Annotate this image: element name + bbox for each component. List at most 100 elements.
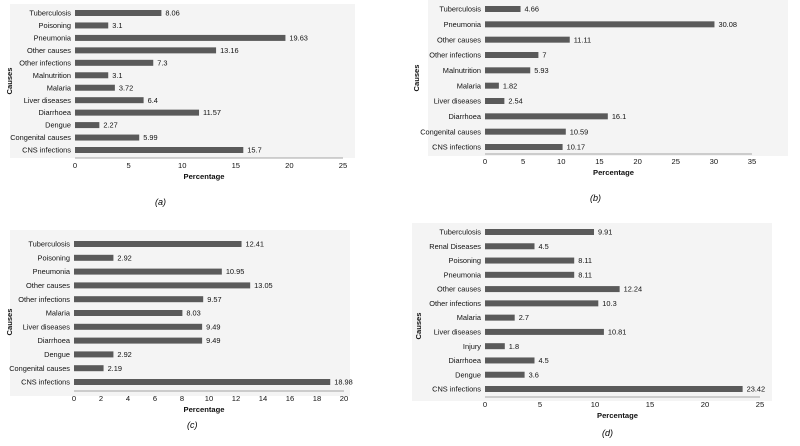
x-tick-label: 25 (339, 161, 347, 170)
bar-other-causes (75, 47, 217, 54)
value-label-cns-infections: 10.17 (567, 143, 586, 152)
chart-panel-a: Tuberculosis 8.06 Poisoning 3.1 Pneumonia 19.… (0, 0, 400, 185)
value-label-liver-diseases: 6.4 (148, 96, 158, 105)
chart-c-svg: Tuberculosis 12.41 Poisoning 2.92 Pneumonia 1… (5, 230, 353, 414)
value-label-diarrhoea: 4.5 (539, 356, 549, 365)
bar-congenital-causes (75, 134, 140, 141)
chart-a-svg: Tuberculosis 8.06 Poisoning 3.1 Pneumonia 19.… (5, 4, 355, 181)
value-label-tuberculosis: 12.41 (246, 240, 265, 249)
x-tick-label: 12 (232, 394, 240, 403)
x-tick-label: 20 (701, 400, 709, 409)
bar-other-infections (75, 59, 154, 66)
bar-other-causes (485, 286, 620, 293)
bar-tuberculosis (485, 6, 521, 12)
category-label-dengue: Dengue (45, 121, 71, 130)
category-label-poisoning: Poisoning (449, 256, 481, 265)
category-label-dengue: Dengue (44, 350, 70, 359)
value-label-other-causes: 13.16 (220, 46, 239, 55)
value-label-other-causes: 11.11 (574, 35, 591, 44)
bar-pneumonia (74, 268, 222, 275)
bar-malnutrition (485, 67, 531, 74)
category-label-liver-diseases: Liver diseases (24, 96, 72, 105)
bar-cns-infections (74, 379, 331, 385)
category-label-liver-diseases: Liver diseases (434, 97, 482, 106)
bar-malaria (485, 314, 515, 321)
bar-other-causes (485, 36, 570, 43)
category-label-liver-diseases: Liver diseases (23, 322, 71, 331)
value-label-cns-infections: 23.42 (747, 385, 766, 394)
value-label-liver-diseases: 2.54 (508, 97, 522, 106)
bar-liver-diseases (485, 98, 505, 104)
x-tick-label: 0 (483, 400, 487, 409)
category-label-other-infections: Other infections (19, 58, 71, 67)
category-label-pneumonia: Pneumonia (34, 34, 72, 43)
x-tick-label: 35 (748, 157, 756, 166)
bar-pneumonia (485, 271, 575, 278)
bar-diarrhoea (75, 109, 200, 116)
chart-d-svg: Tuberculosis 9.91 Renal Diseases 4.5 Poisoni… (412, 223, 772, 420)
value-label-malaria: 3.72 (119, 83, 133, 92)
plot-background (10, 4, 355, 158)
value-label-dengue: 2.27 (103, 121, 117, 130)
chart-a-caption: (a) (155, 197, 166, 207)
bar-tuberculosis (74, 241, 242, 247)
category-label-diarrhoea: Diarrhoea (449, 112, 482, 121)
value-label-dengue: 2.92 (117, 350, 131, 359)
x-tick-label: 10 (205, 394, 213, 403)
bar-dengue (75, 122, 100, 129)
value-label-poisoning: 8.11 (578, 256, 592, 265)
bar-diarrhoea (74, 337, 203, 344)
value-label-pneumonia: 19.63 (289, 34, 308, 43)
bar-malaria (75, 84, 115, 91)
category-label-congenital-causes: Congenital causes (9, 364, 70, 373)
x-tick-label: 0 (73, 161, 77, 170)
value-label-pneumonia: 10.95 (226, 267, 245, 276)
category-label-renal-diseases: Renal Diseases (429, 242, 481, 251)
x-tick-label: 20 (340, 394, 348, 403)
bar-tuberculosis (485, 229, 595, 235)
bar-dengue (74, 351, 114, 358)
bar-diarrhoea (485, 113, 608, 120)
category-label-diarrhoea: Diarrhoea (39, 108, 72, 117)
category-label-cns-infections: CNS infections (432, 143, 481, 152)
value-label-malaria: 2.7 (519, 313, 529, 322)
value-label-pneumonia: 30.08 (718, 20, 737, 29)
x-tick-label: 30 (710, 157, 718, 166)
chart-d-caption: (d) (602, 428, 613, 438)
bar-poisoning (74, 254, 114, 261)
value-label-injury: 1.8 (509, 342, 519, 351)
bar-congenital-causes (485, 128, 566, 135)
value-label-other-infections: 7.3 (157, 58, 167, 67)
value-label-malnutrition: 5.93 (534, 66, 548, 75)
x-tick-label: 15 (232, 161, 240, 170)
bar-liver-diseases (74, 323, 203, 330)
bar-other-infections (485, 300, 599, 307)
chart-panel-d: Tuberculosis 9.91 Renal Diseases 4.5 Poisoni… (400, 218, 800, 428)
plot-background (412, 223, 772, 401)
bar-cns-infections (485, 386, 743, 392)
y-axis-title: Causes (414, 312, 423, 339)
category-label-dengue: Dengue (455, 370, 481, 379)
bar-poisoning (485, 257, 575, 264)
x-tick-label: 15 (646, 400, 654, 409)
value-label-cns-infections: 15.7 (247, 146, 261, 155)
bar-liver-diseases (75, 97, 144, 104)
x-tick-label: 10 (591, 400, 599, 409)
category-label-cns-infections: CNS infections (432, 385, 481, 394)
y-axis-title: Causes (5, 67, 14, 94)
value-label-tuberculosis: 8.06 (165, 9, 179, 18)
category-label-poisoning: Poisoning (38, 253, 70, 262)
category-label-malaria: Malaria (457, 81, 482, 90)
chart-panel-b: Tuberculosis 4.66 Pneumonia 30.08 Other caus… (400, 0, 800, 185)
x-tick-label: 6 (153, 394, 157, 403)
x-tick-label: 0 (72, 394, 76, 403)
category-label-malaria: Malaria (47, 83, 72, 92)
x-tick-label: 15 (595, 157, 603, 166)
category-label-pneumonia: Pneumonia (444, 270, 482, 279)
category-label-malaria: Malaria (46, 309, 71, 318)
category-label-tuberculosis: Tuberculosis (29, 9, 71, 18)
x-tick-label: 14 (259, 394, 267, 403)
value-label-congenital-causes: 5.99 (143, 133, 157, 142)
value-label-tuberculosis: 4.66 (525, 5, 539, 14)
bar-dengue (485, 371, 525, 378)
